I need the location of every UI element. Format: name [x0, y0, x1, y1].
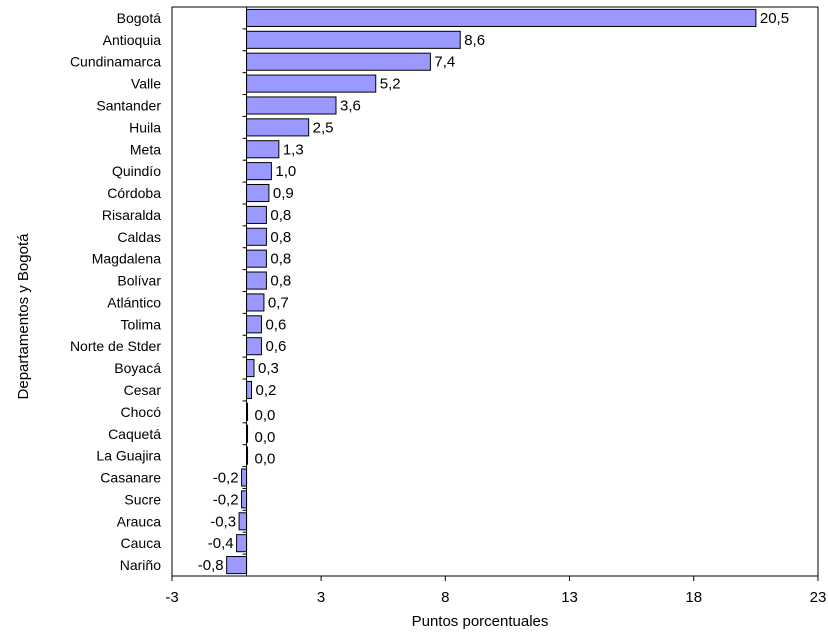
category-label: Huila	[129, 119, 161, 135]
category-label: Casanare	[100, 470, 161, 486]
data-label: 0,8	[270, 229, 291, 246]
bars-layer	[226, 8, 757, 575]
category-label: Bolívar	[117, 273, 161, 289]
x-tick-label: 23	[810, 589, 827, 606]
bar-9	[246, 183, 270, 203]
bar-11	[246, 227, 267, 246]
labels-layer: Bogotá 20,5 Antioquia 8,6 Cundinamarca 7,4 Val…	[70, 10, 826, 606]
bar-13	[246, 271, 267, 290]
bar-26	[226, 556, 248, 575]
category-label: Tolima	[121, 316, 162, 332]
bar-25	[236, 534, 248, 553]
category-label: Cundinamarca	[70, 54, 161, 70]
y-axis-title: Departamentos y Bogotá	[15, 233, 32, 400]
bar-12	[246, 249, 267, 268]
category-label: Cauca	[121, 535, 162, 551]
bar-3	[246, 52, 431, 71]
category-label: Magdalena	[92, 251, 161, 267]
bar-4	[246, 74, 377, 93]
category-label: Arauca	[117, 513, 162, 529]
bar-15	[246, 315, 262, 334]
data-label: 8,6	[464, 32, 485, 49]
data-label: -0,3	[210, 513, 236, 530]
bar-24	[238, 512, 248, 531]
data-label: 1,3	[283, 141, 304, 158]
data-label: -0,8	[198, 557, 224, 574]
category-label: Bogotá	[117, 10, 162, 26]
x-tick-label: 8	[441, 589, 449, 606]
data-label: 20,5	[760, 10, 789, 27]
data-label: 0,6	[265, 338, 286, 355]
data-label: 0,8	[270, 251, 291, 268]
data-label: -0,2	[213, 491, 239, 508]
bar-23	[241, 490, 248, 509]
category-label: La Guajira	[96, 448, 161, 464]
category-label: Caquetá	[108, 426, 161, 442]
x-tick-label: 3	[317, 589, 325, 606]
data-label: -0,2	[213, 470, 239, 487]
x-axis-title: Puntos porcentuales	[412, 613, 549, 630]
category-label: Quindío	[112, 163, 161, 179]
category-label: Antioquia	[103, 32, 162, 48]
data-label: 0,8	[270, 207, 291, 224]
bar-5	[246, 96, 337, 115]
bar-1	[246, 8, 757, 27]
data-label: 0,9	[273, 185, 294, 202]
category-label: Boyacá	[114, 360, 161, 376]
bar-18	[246, 380, 253, 400]
category-label: Chocó	[121, 404, 162, 420]
data-label: -0,4	[208, 535, 234, 552]
data-label: 0,7	[268, 294, 289, 311]
data-label: 5,2	[380, 76, 401, 93]
category-label: Santander	[96, 97, 161, 113]
data-label: 3,6	[340, 97, 361, 114]
category-label: Meta	[130, 141, 161, 157]
category-label: Atlántico	[107, 294, 161, 310]
category-label: Sucre	[124, 491, 161, 507]
x-tick-label: 13	[561, 589, 578, 606]
bar-17	[246, 359, 255, 378]
category-label: Valle	[131, 76, 161, 92]
bar-22	[241, 468, 248, 487]
data-label: 0,8	[270, 273, 291, 290]
data-label: 0,0	[255, 407, 276, 424]
category-label: Norte de Stder	[70, 338, 161, 354]
data-label: 7,4	[434, 54, 455, 71]
data-label: 0,0	[255, 429, 276, 446]
ticks-layer	[171, 6, 819, 581]
bar-16	[246, 337, 262, 356]
x-tick-label: 18	[685, 589, 702, 606]
data-label: 0,0	[255, 451, 276, 468]
category-label: Risaralda	[102, 207, 161, 223]
data-label: 0,6	[265, 316, 286, 333]
category-label: Nariño	[120, 557, 161, 573]
bar-6	[246, 118, 310, 137]
plot-area-frame	[171, 6, 819, 577]
category-label: Cesar	[124, 382, 162, 398]
bar-10	[246, 205, 267, 224]
data-label: 0,2	[256, 382, 277, 399]
bar-7	[246, 140, 280, 159]
category-label: Caldas	[117, 229, 161, 245]
bar-14	[246, 293, 265, 312]
data-label: 0,3	[258, 360, 279, 377]
bar-8	[246, 162, 272, 181]
category-label: Córdoba	[107, 185, 161, 201]
bar-2	[246, 30, 461, 49]
data-label: 1,0	[275, 163, 296, 180]
x-tick-label: -3	[165, 589, 178, 606]
data-label: 2,5	[313, 119, 334, 136]
